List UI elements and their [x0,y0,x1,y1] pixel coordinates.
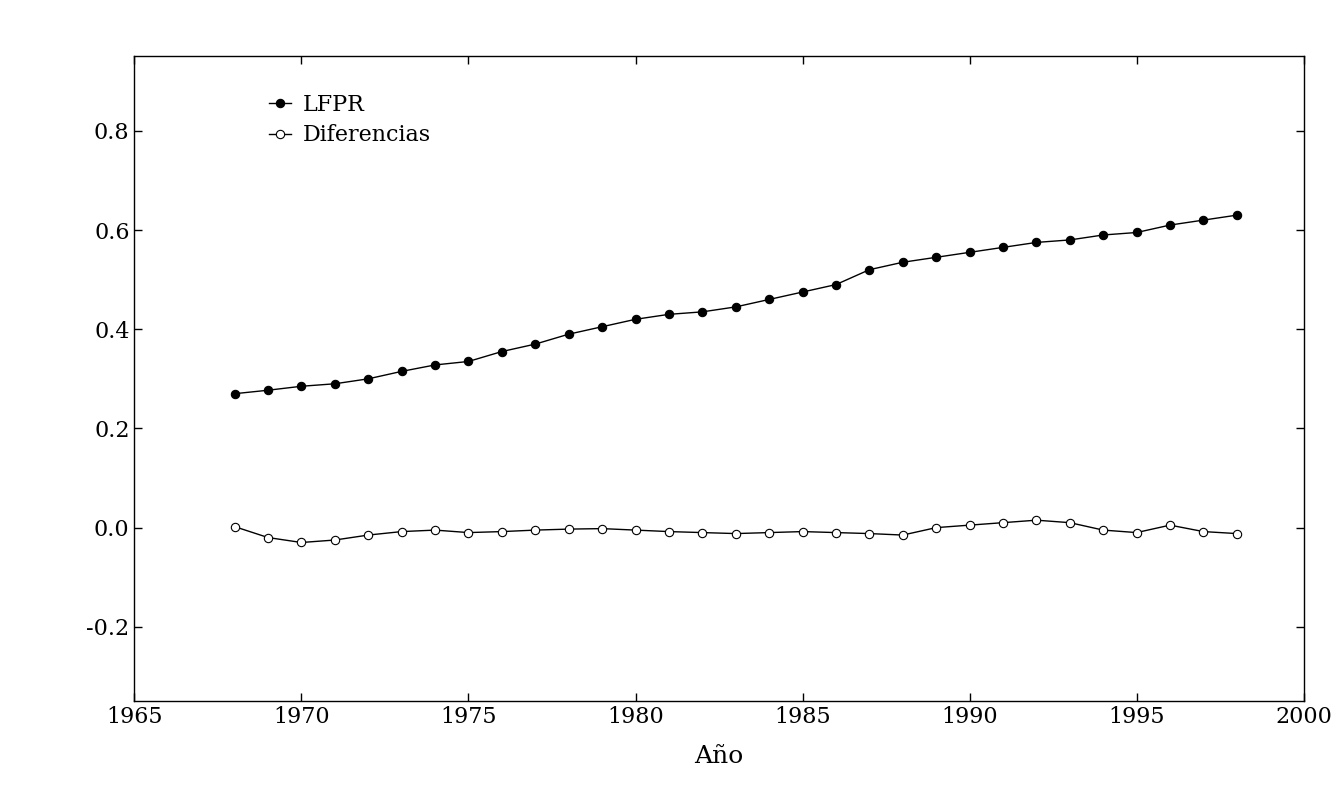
Diferencias [1062,517,1078,527]
LFPR [862,265,878,275]
LFPR [394,367,410,376]
LFPR [961,247,977,257]
Diferencias [259,533,276,542]
Diferencias [661,527,677,537]
LFPR [1028,238,1044,247]
Diferencias [628,526,644,535]
Diferencias [727,529,743,538]
Diferencias [493,527,509,537]
LFPR [427,360,444,370]
Diferencias [227,521,243,531]
LFPR [1129,227,1145,237]
Diferencias [862,529,878,538]
LFPR [1195,215,1211,225]
Diferencias [360,530,376,540]
Diferencias [560,524,577,534]
Diferencias [828,528,844,538]
LFPR [828,280,844,289]
LFPR [929,252,945,262]
LFPR [493,347,509,356]
Diferencias [461,528,477,538]
Diferencias [961,521,977,530]
Diferencias [761,528,777,538]
Diferencias [594,524,610,534]
Line: LFPR: LFPR [230,211,1241,398]
LFPR [761,295,777,305]
Diferencias [695,528,711,538]
Diferencias [794,527,810,537]
Line: Diferencias: Diferencias [230,516,1241,546]
Diferencias [1028,515,1044,525]
LFPR [895,257,911,267]
Diferencias [394,527,410,537]
LFPR [1163,220,1179,230]
LFPR [327,379,343,388]
Diferencias [1195,527,1211,537]
LFPR [628,314,644,324]
LFPR [360,374,376,384]
LFPR [227,388,243,398]
LFPR [259,385,276,395]
Diferencias [929,523,945,533]
Diferencias [1163,521,1179,530]
LFPR [560,330,577,339]
LFPR [293,381,309,391]
LFPR [461,356,477,366]
LFPR [527,339,543,349]
LFPR [1095,231,1111,240]
X-axis label: Año: Año [695,745,743,768]
Diferencias [895,530,911,540]
Diferencias [527,526,543,535]
LFPR [1228,210,1245,220]
LFPR [727,302,743,312]
Diferencias [293,538,309,547]
Diferencias [995,517,1011,527]
Diferencias [1228,529,1245,538]
LFPR [594,322,610,331]
Diferencias [327,535,343,545]
Diferencias [427,526,444,535]
LFPR [794,287,810,297]
Diferencias [1095,526,1111,535]
LFPR [695,307,711,317]
LFPR [995,243,1011,252]
Legend: LFPR, Diferencias: LFPR, Diferencias [262,87,437,153]
LFPR [661,310,677,319]
LFPR [1062,235,1078,245]
Diferencias [1129,528,1145,538]
